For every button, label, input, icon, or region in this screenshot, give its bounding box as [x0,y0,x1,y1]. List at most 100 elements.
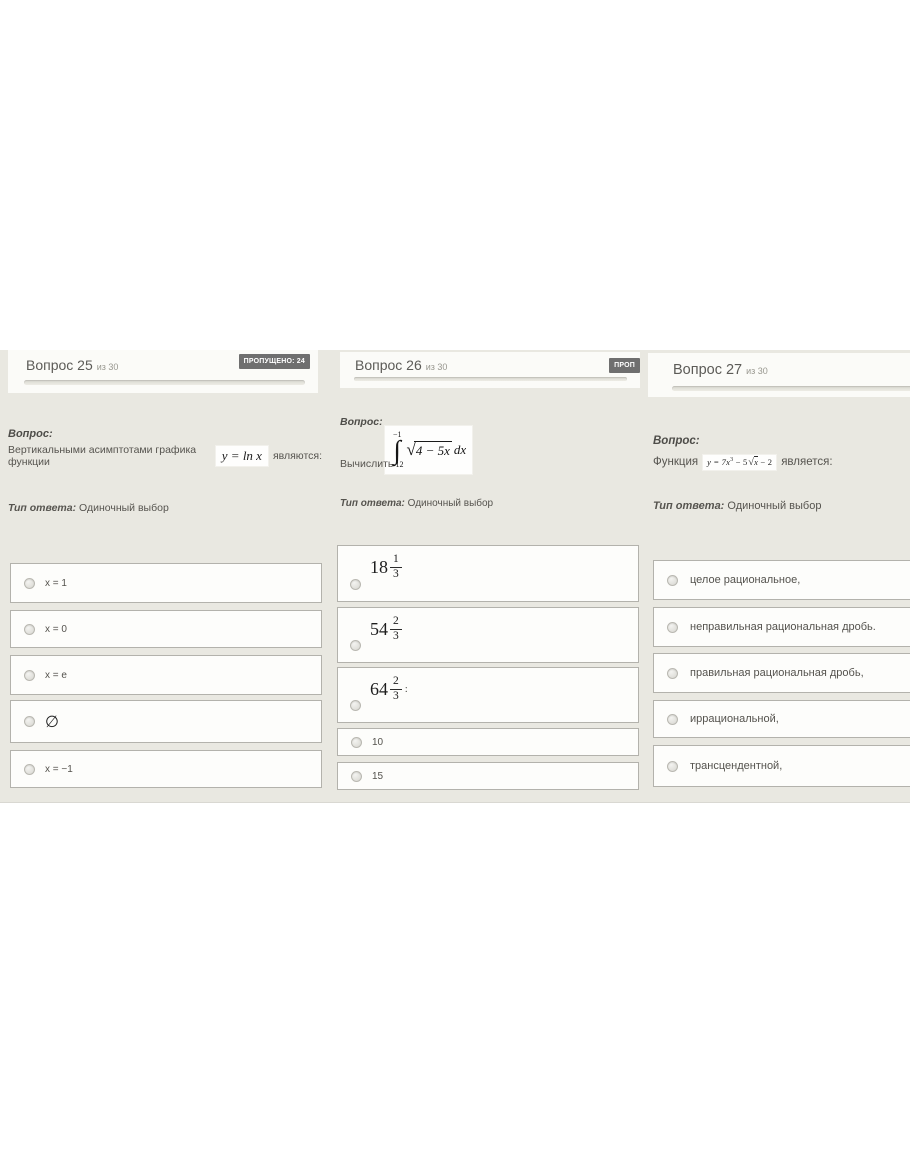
mixed-number-image: 64 2 3 : [370,675,408,702]
denominator: 3 [393,567,399,580]
integral-glyph: ∫ [393,434,401,465]
answer-type-label: Тип ответа: [653,500,725,512]
radio-icon[interactable] [667,760,678,772]
answer-option[interactable]: трансцендентной, [653,745,910,787]
fraction: 2 3 [390,615,402,642]
answer-option-label: иррациональной, [690,713,779,725]
question-text-prefix: Вычислить [340,458,394,470]
formula-exponent: 3 [730,456,734,463]
radicand: x [754,455,759,467]
numerator: 2 [390,675,402,690]
skipped-badge: ПРОПУЩЕНО: 24 [238,354,310,369]
question-number: Вопрос 26 [355,357,422,373]
mixed-number-image: 54 2 3 [370,615,405,642]
differential: dx [453,442,467,457]
question-text-prefix: Функция [653,456,699,468]
answer-option-label: ∅ [45,713,59,731]
answer-option[interactable]: неправильная рациональная дробь. [653,607,910,647]
answer-option-label: трансцендентной, [690,760,783,772]
radio-icon[interactable] [24,716,35,727]
whole-number: 54 [370,618,388,639]
whole-number: 18 [370,556,388,577]
question-panel-25: Вопрос 25 из 30 ПРОПУЩЕНО: 24 Вопрос: Вер… [8,350,322,802]
question-text-prefix: Вертикальными асимптотами графика функци… [8,444,197,468]
answer-option[interactable]: правильная рациональная дробь, [653,653,910,693]
quiz-content-band: Вопрос 25 из 30 ПРОПУЩЕНО: 24 Вопрос: Вер… [0,350,910,803]
question-text-suffix: является: [781,456,833,468]
answer-option[interactable]: иррациональной, [653,700,910,738]
radio-icon[interactable] [350,700,361,711]
progress-bar [354,377,627,381]
radio-icon[interactable] [667,667,678,679]
formula-lhs: y = 7x [707,456,731,467]
radio-icon[interactable] [350,640,361,651]
answer-option-label: 10 [372,736,384,748]
integral-formula-image: −1 ∫ −12 √ 4 − 5x dx [385,426,473,474]
skipped-badge-truncated: ПРОП [609,358,640,373]
answer-option-label: x = −1 [45,763,73,775]
radio-icon[interactable] [351,770,362,782]
formula-middle: − 5 [733,456,748,467]
radio-icon[interactable] [24,669,35,681]
progress-bar [672,386,910,391]
radio-icon[interactable] [24,623,35,635]
integral-upper-limit: −1 [393,429,402,439]
radio-icon[interactable] [351,736,362,748]
question-of-total: из 30 [425,362,448,372]
radio-icon[interactable] [667,621,678,633]
answer-type-value: Одиночный выбор [727,500,822,512]
answer-option[interactable]: 64 2 3 : [337,667,639,723]
question-label: Вопрос: [8,428,53,440]
radical-sign: √ [748,456,755,468]
question-panel-26: Вопрос 26 из 30 ПРОП Вопрос: −1 ∫ −12 √ 4… [337,350,640,802]
answer-option[interactable]: 54 2 3 [337,607,639,663]
answer-option[interactable]: x = −1 [10,750,322,788]
fraction: 1 3 [390,553,402,580]
radical-sign: √ [406,440,416,459]
answer-option[interactable]: x = 1 [10,563,322,603]
radio-icon[interactable] [24,763,35,775]
mixed-number-image: 18 1 3 [370,553,405,580]
answer-type: Тип ответа: Одиночный выбор [653,500,821,512]
question-text: Вертикальными асимптотами графика функци… [8,440,322,472]
question-header-card: Вопрос 25 из 30 ПРОПУЩЕНО: 24 [8,350,318,393]
question-panel-27: Вопрос 27 из 30 Вопрос: Функция y = 7x3 −… [645,350,910,802]
radio-icon[interactable] [350,579,361,590]
answer-option[interactable]: 15 [337,762,639,790]
question-header-card: Вопрос 26 из 30 ПРОП [340,352,640,388]
answer-option[interactable]: целое рациональное, [653,560,910,600]
option-suffix: : [404,683,408,695]
answer-option[interactable]: x = 0 [10,610,322,648]
question-number: Вопрос 25 [26,357,93,373]
radio-icon[interactable] [24,577,35,589]
answer-option[interactable]: x = e [10,655,322,695]
answer-type-label: Тип ответа: [8,502,77,514]
integral-lower-limit: −12 [391,460,404,470]
radicand: 4 − 5x [413,441,452,458]
answer-type-value: Одиночный выбор [79,502,169,514]
radio-icon[interactable] [667,574,678,586]
whole-number: 64 [370,678,388,699]
radio-icon[interactable] [667,713,678,725]
answer-type: Тип ответа: Одиночный выбор [340,498,493,509]
integral-sign: −1 ∫ −12 [391,429,404,470]
question-number: Вопрос 27 [673,362,743,378]
question-title: Вопрос 25 из 30 [26,357,118,373]
answer-option-label: 15 [372,770,384,782]
formula-tail: − 2 [758,456,773,467]
question-label: Вопрос: [653,435,700,447]
denominator: 3 [393,689,399,702]
answer-option-label: целое рациональное, [690,574,801,586]
answer-option-label: x = e [45,669,67,681]
denominator: 3 [393,629,399,642]
question-of-total: из 30 [96,362,119,372]
fraction: 2 3 [390,675,402,702]
formula-image: y = 7x3 − 5√x − 2 [703,454,777,470]
numerator: 1 [390,553,402,568]
answer-option-label: правильная рациональная дробь, [690,667,864,679]
answer-option[interactable]: 10 [337,728,639,756]
answer-option[interactable]: 18 1 3 [337,545,639,602]
question-label: Вопрос: [340,416,383,428]
answer-option[interactable]: ∅ [10,700,322,743]
